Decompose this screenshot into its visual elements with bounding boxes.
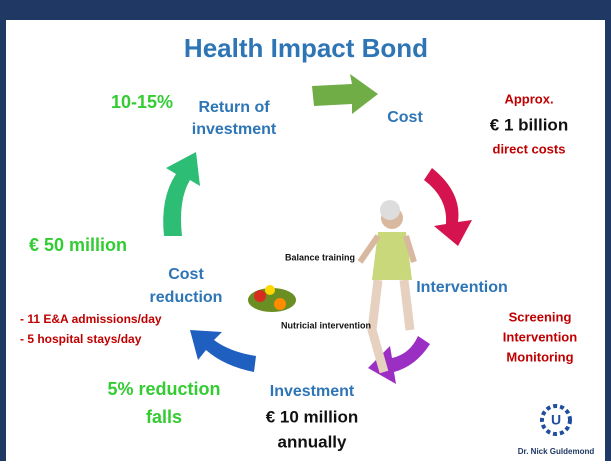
node-label: Cost — [168, 266, 204, 283]
note: Monitoring — [506, 349, 573, 364]
note: - 11 E&A admissions/day — [20, 312, 162, 326]
author: Dr. Nick Guldemond — [518, 447, 595, 456]
note: 10-15% — [111, 92, 173, 112]
callout: 5% reduction — [107, 379, 220, 399]
note: € 1 billion — [490, 115, 568, 134]
svg-text:U: U — [551, 412, 561, 428]
note: - 5 hospital stays/day — [20, 332, 142, 346]
item: Nutricial intervention — [281, 320, 371, 330]
note: direct costs — [493, 141, 566, 156]
note: Intervention — [503, 329, 577, 344]
note: annually — [278, 432, 348, 451]
title: Health Impact Bond — [184, 33, 428, 63]
node-label: Return of — [198, 99, 270, 116]
node-label: investment — [192, 121, 277, 138]
callout: falls — [146, 407, 182, 427]
item: Balance training — [285, 252, 355, 262]
node-label: Intervention — [416, 279, 508, 296]
callout: € 50 million — [29, 235, 127, 255]
note: € 10 million — [266, 407, 359, 426]
node-label: Investment — [270, 383, 355, 400]
node-label: reduction — [150, 289, 223, 306]
node-label: Cost — [387, 109, 423, 126]
slide: Health Impact Bond U 10-15% Return of in… — [0, 0, 611, 461]
note: Screening — [509, 309, 572, 324]
note: Approx. — [504, 91, 553, 106]
